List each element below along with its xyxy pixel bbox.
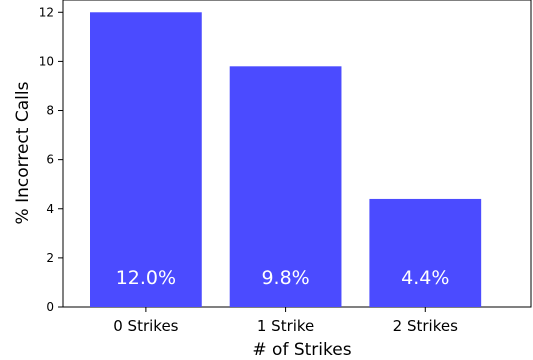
y-tick-label: 4: [46, 202, 54, 216]
bar-labels-group: 12.0% 9.8% 4.4%: [116, 267, 450, 289]
x-axis: 0 Strikes 1 Strike 2 Strikes: [113, 307, 458, 335]
y-tick-label: 12: [39, 5, 54, 19]
bar-data-label-2: 9.8%: [261, 267, 309, 289]
x-tick-label: 2 Strikes: [393, 317, 458, 335]
bar-data-label-3: 4.4%: [401, 267, 449, 289]
y-axis: 0 2 4 6 8 10 12: [39, 5, 63, 314]
y-tick-label: 6: [46, 153, 54, 167]
bar-data-label-1: 12.0%: [116, 267, 176, 289]
x-axis-title: # of Strikes: [252, 340, 351, 360]
bars-group: [90, 12, 482, 308]
y-tick-label: 10: [39, 54, 54, 68]
x-tick-label: 1 Strike: [257, 317, 314, 335]
y-tick-label: 0: [46, 300, 54, 314]
x-tick-label: 0 Strikes: [113, 317, 178, 335]
y-tick-label: 2: [46, 251, 54, 265]
y-tick-label: 8: [46, 104, 54, 118]
bar-3: [369, 198, 482, 307]
bar-1: [90, 12, 202, 308]
y-axis-title: % Incorrect Calls: [13, 81, 33, 224]
bar-2: [229, 66, 342, 307]
